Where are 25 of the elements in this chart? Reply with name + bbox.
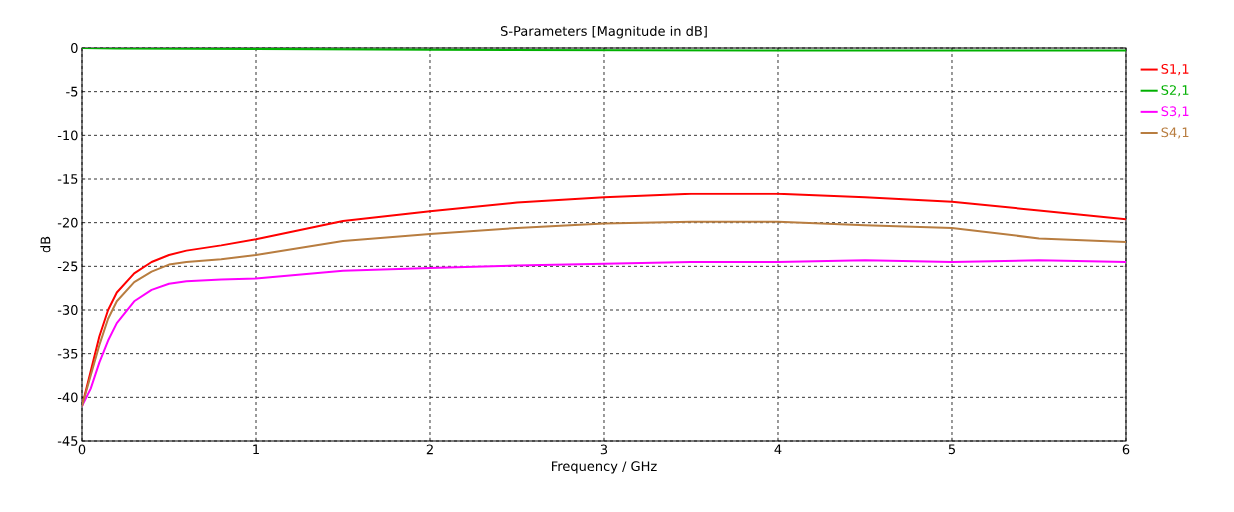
legend-label: S3,1	[1161, 106, 1189, 118]
x-tick-label: 2	[426, 444, 433, 455]
legend-label: S4,1	[1161, 127, 1189, 139]
y-tick-label: -45	[57, 436, 78, 446]
y-tick-label: -10	[57, 130, 78, 141]
legend-label: S2,1	[1161, 85, 1189, 97]
chart-title: S-Parameters [Magnitude in dB]	[500, 25, 707, 39]
y-tick-label: -25	[57, 261, 78, 272]
y-tick-label: -30	[57, 305, 78, 315]
x-axis-title: Frequency / GHz	[552, 461, 657, 474]
y-tick-label: -40	[57, 392, 78, 403]
y-tick-label: -5	[66, 86, 78, 97]
line-series	[82, 259, 1126, 408]
x-tick-label: 3	[600, 444, 608, 455]
x-tick-label: 5	[948, 444, 955, 455]
y-tick-label: -35	[57, 348, 78, 359]
x-tick-label: 4	[774, 444, 782, 455]
x-tick-label: 1	[253, 444, 259, 455]
y-axis-title: dB	[40, 236, 51, 253]
y-tick-label: -20	[57, 217, 78, 228]
x-tick-label: 6	[1122, 444, 1130, 455]
x-tick-label: 0	[78, 444, 86, 455]
y-tick-label: -15	[57, 174, 78, 184]
y-tick-label: 0	[71, 43, 78, 53]
legend-label: S1,1	[1161, 64, 1189, 76]
